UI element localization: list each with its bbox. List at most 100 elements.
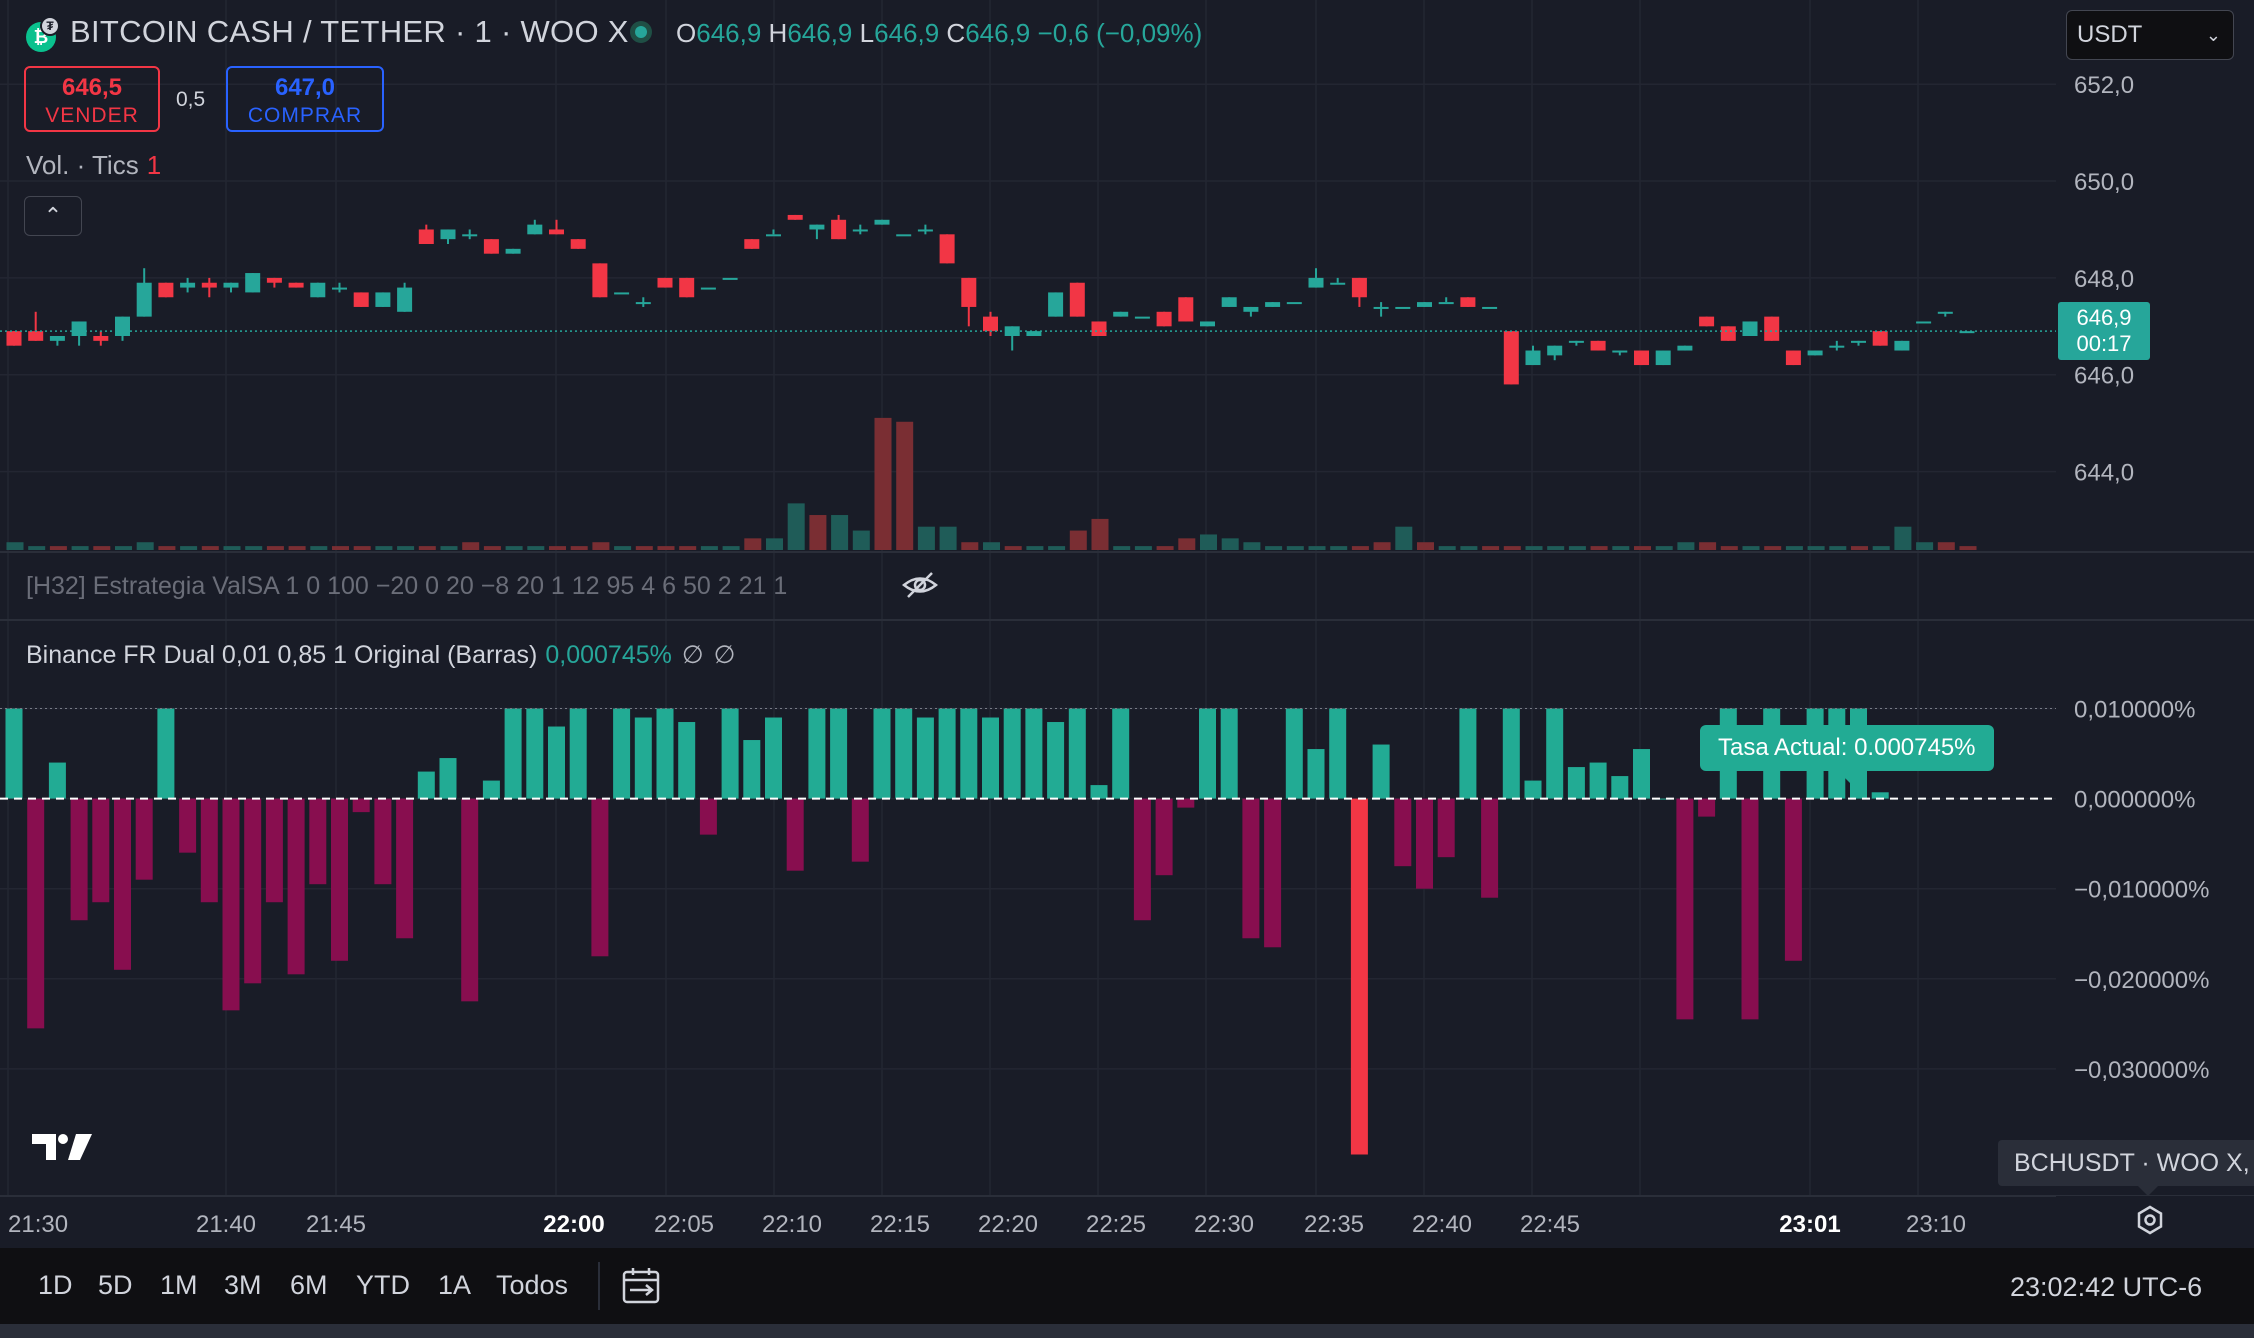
candle-body: [809, 224, 825, 230]
last-price-tag: 646,9 00:17: [2058, 302, 2150, 360]
candle-body: [201, 282, 217, 288]
funding-rate-bar: [526, 708, 544, 799]
candle-body: [1634, 350, 1649, 366]
candle-body: [679, 277, 695, 298]
candle-body: [1330, 282, 1346, 285]
sell-button[interactable]: 646,5 VENDER: [24, 66, 160, 132]
volume-legend[interactable]: Vol. · Tics 1: [26, 150, 161, 181]
ohlc-legend: O646,9 H646,9 L646,9 C646,9 −0,6 (−0,09%…: [676, 18, 1202, 49]
price-axis[interactable]: 652,0 650,0 648,0 646,0 644,0: [2074, 72, 2134, 486]
funding-rate-bar: [1871, 792, 1889, 799]
candle-body: [983, 316, 998, 332]
bottom-toolbar: [0, 1248, 2254, 1324]
candle-body: [787, 214, 803, 220]
indicator-legend-na-1: ∅: [681, 641, 704, 669]
funding-rate-bar: [1285, 708, 1303, 799]
candle-body: [1916, 321, 1932, 324]
volume-bar: [440, 546, 458, 550]
volume-bar: [1720, 546, 1738, 550]
candle-body: [766, 234, 781, 237]
volume-bar: [288, 546, 306, 550]
candle-body: [1134, 316, 1150, 319]
chevron-up-icon: ⌃: [43, 203, 63, 228]
volume-bar: [1590, 546, 1608, 550]
funding-rate-bar: [1220, 708, 1238, 799]
funding-rate-bar: [222, 798, 240, 1011]
symbol-title[interactable]: BITCOIN CASH / TETHER · 1 · WOO X: [70, 14, 629, 49]
volume-bar: [1525, 546, 1543, 550]
funding-rate-bar: [678, 722, 696, 799]
ohlc-low-value: 646,9: [874, 18, 940, 48]
volume-bar: [614, 546, 632, 550]
tradingview-logo-icon[interactable]: [30, 1130, 94, 1164]
candle-body: [1959, 331, 1975, 334]
range-ytd-button[interactable]: YTD: [356, 1270, 410, 1300]
volume-bar: [1547, 546, 1565, 550]
range-1a-button[interactable]: 1A: [438, 1270, 472, 1300]
range-3m-button[interactable]: 3M: [224, 1270, 262, 1300]
settings-gear-icon[interactable]: [2134, 1204, 2166, 1236]
funding-rate-bar: [1459, 708, 1477, 799]
range-1m-button[interactable]: 1M: [160, 1270, 198, 1300]
time-axis-label: 22:35: [1304, 1211, 1364, 1238]
date-range-icon[interactable]: [620, 1266, 662, 1306]
volume-bar: [1438, 546, 1456, 550]
range-1d-button[interactable]: 1D: [38, 1270, 73, 1300]
volume-bar: [136, 542, 154, 550]
indicator-legend[interactable]: Binance FR Dual 0,01 0,85 1 Original (Ba…: [26, 640, 735, 670]
range-5d-button[interactable]: 5D: [98, 1270, 133, 1300]
funding-rate-bar: [1047, 722, 1065, 799]
candle-body: [1742, 321, 1758, 336]
volume-bar: [6, 542, 24, 550]
strategy-legend[interactable]: [H32] Estrategia ValSA 1 0 100 −20 0 20 …: [26, 572, 788, 600]
funding-rate-bar: [1741, 798, 1759, 1020]
sell-price: 646,5: [61, 74, 123, 101]
funding-rate-bar: [157, 708, 175, 799]
volume-bar: [1655, 546, 1673, 550]
time-axis-label: 22:05: [654, 1211, 714, 1238]
candle-body: [549, 229, 564, 235]
candle-body: [614, 292, 630, 295]
currency-select[interactable]: USDT ⌄: [2066, 10, 2234, 60]
funding-rate-bar: [548, 726, 565, 799]
funding-rate-bar: [982, 717, 999, 799]
eye-hidden-icon[interactable]: [900, 570, 940, 600]
collapse-legend-button[interactable]: ⌃: [24, 196, 82, 236]
volume-bar: [570, 546, 588, 550]
ohlc-open-key: O: [676, 18, 697, 48]
candle-body: [136, 282, 152, 317]
range-all-button[interactable]: Todos: [496, 1270, 569, 1300]
indicator-legend-value: 0,000745%: [545, 641, 672, 669]
candle-body: [1069, 282, 1085, 317]
symbol-crosshair-tag: BCHUSDT · WOO X, 1: [1998, 1140, 2254, 1186]
clock-timezone[interactable]: 23:02:42 UTC-6: [2010, 1272, 2203, 1302]
window-bottom-edge: [0, 1324, 2254, 1338]
funding-rate-bar: [1177, 798, 1195, 808]
candle-body: [1851, 340, 1866, 343]
time-axis[interactable]: 21:30 21:40 21:45 22:00 22:05 22:10 22:15 22:20…: [8, 1211, 1966, 1238]
funding-rate-bar: [591, 798, 609, 957]
volume-bar: [1221, 538, 1239, 550]
range-6m-button[interactable]: 6M: [290, 1270, 328, 1300]
ohlc-open-value: 646,9: [696, 18, 762, 48]
funding-rate-bar: [895, 708, 913, 799]
ohlc-close-key: C: [946, 18, 966, 48]
funding-rate-bar: [461, 798, 479, 1002]
indicator-axis[interactable]: 0,010000% 0,000000% −0,010000% −0,020000% −0…: [2074, 697, 2209, 1084]
volume-bar: [1373, 542, 1391, 550]
price-axis-label: 652,0: [2074, 72, 2134, 99]
candle-body: [6, 331, 22, 346]
funding-rate-bar: [656, 708, 674, 799]
buy-button[interactable]: 647,0 COMPRAR: [226, 66, 384, 132]
volume-bar: [49, 546, 67, 550]
funding-rate-bar: [808, 708, 826, 799]
candle-body: [896, 234, 912, 237]
candle-body: [397, 287, 413, 312]
funding-rate-bar: [1199, 708, 1216, 799]
price-axis-label: 650,0: [2074, 169, 2134, 196]
price-scale-background[interactable]: [2056, 0, 2254, 1248]
candle-body: [1872, 331, 1888, 346]
volume-bar: [961, 542, 979, 550]
funding-rate-bar: [1611, 776, 1629, 799]
